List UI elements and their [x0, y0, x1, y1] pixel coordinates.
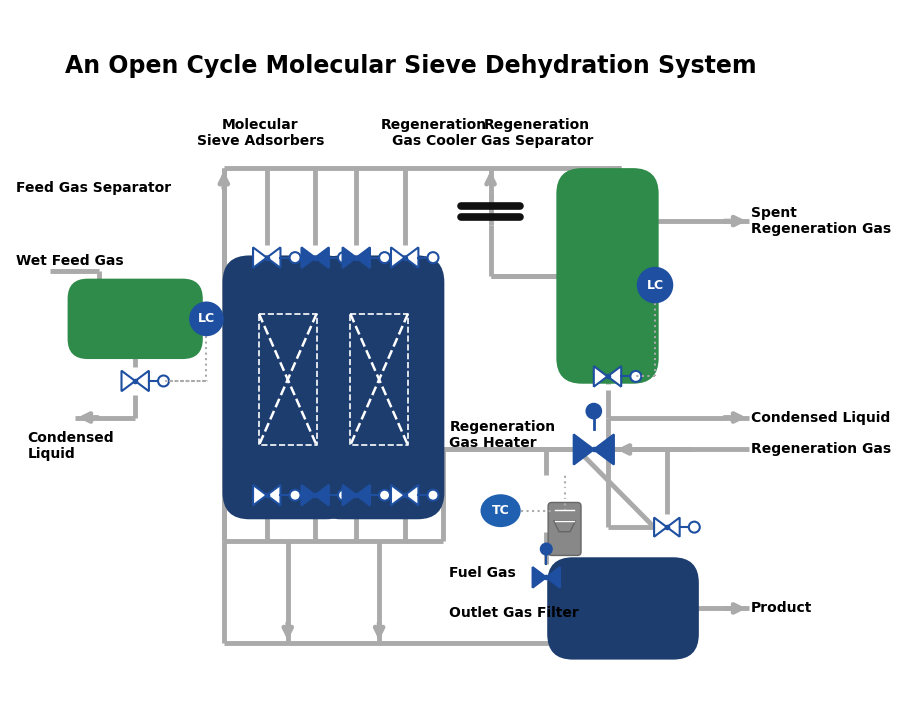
Polygon shape	[253, 485, 266, 505]
Text: Outlet Gas Filter: Outlet Gas Filter	[449, 606, 580, 620]
Circle shape	[290, 252, 301, 263]
Circle shape	[189, 301, 224, 336]
Polygon shape	[315, 247, 328, 268]
Polygon shape	[266, 247, 281, 268]
Text: Regeneration Gas: Regeneration Gas	[751, 442, 891, 457]
Polygon shape	[546, 567, 560, 587]
Circle shape	[158, 375, 169, 386]
Circle shape	[379, 490, 390, 500]
Ellipse shape	[481, 494, 521, 527]
Polygon shape	[667, 518, 680, 536]
Text: Regeneration
Gas Cooler: Regeneration Gas Cooler	[381, 119, 487, 149]
Text: Spent
Regeneration Gas: Spent Regeneration Gas	[751, 206, 891, 237]
Polygon shape	[302, 485, 315, 505]
Polygon shape	[533, 567, 546, 587]
Circle shape	[630, 371, 642, 382]
Polygon shape	[343, 247, 356, 268]
Polygon shape	[391, 247, 405, 268]
FancyBboxPatch shape	[548, 503, 581, 556]
Polygon shape	[356, 247, 370, 268]
Text: Condensed
Liquid: Condensed Liquid	[27, 431, 114, 462]
Text: Product: Product	[751, 601, 813, 615]
FancyBboxPatch shape	[68, 279, 203, 359]
Polygon shape	[573, 434, 594, 464]
Text: Wet Feed Gas: Wet Feed Gas	[16, 255, 124, 268]
Polygon shape	[253, 247, 266, 268]
Circle shape	[541, 544, 552, 554]
Text: LC: LC	[646, 278, 663, 291]
Circle shape	[428, 490, 438, 500]
Polygon shape	[594, 366, 608, 387]
Text: LC: LC	[198, 312, 215, 326]
Text: An Open Cycle Molecular Sieve Dehydration System: An Open Cycle Molecular Sieve Dehydratio…	[66, 54, 757, 78]
Polygon shape	[554, 521, 575, 532]
Circle shape	[428, 252, 438, 263]
FancyBboxPatch shape	[314, 255, 445, 519]
Circle shape	[338, 490, 349, 500]
Circle shape	[338, 252, 349, 263]
FancyBboxPatch shape	[222, 255, 353, 519]
Text: Feed Gas Separator: Feed Gas Separator	[16, 181, 172, 196]
Text: Molecular
Sieve Adsorbers: Molecular Sieve Adsorbers	[197, 119, 324, 149]
Text: Condensed Liquid: Condensed Liquid	[751, 411, 890, 424]
Polygon shape	[405, 247, 418, 268]
Text: Regeneration
Gas Heater: Regeneration Gas Heater	[449, 420, 555, 450]
Text: Fuel Gas: Fuel Gas	[449, 566, 517, 580]
Polygon shape	[391, 485, 405, 505]
Text: TC: TC	[491, 504, 509, 517]
Polygon shape	[315, 485, 328, 505]
Circle shape	[688, 522, 700, 533]
Polygon shape	[302, 247, 315, 268]
Circle shape	[636, 267, 673, 303]
Polygon shape	[135, 371, 148, 391]
Polygon shape	[405, 485, 418, 505]
Polygon shape	[266, 485, 281, 505]
FancyBboxPatch shape	[547, 557, 699, 659]
Polygon shape	[122, 371, 135, 391]
Polygon shape	[594, 434, 614, 464]
Text: Regeneration
Gas Separator: Regeneration Gas Separator	[481, 119, 593, 149]
Polygon shape	[608, 366, 621, 387]
Polygon shape	[654, 518, 667, 536]
FancyBboxPatch shape	[556, 168, 659, 384]
Circle shape	[587, 404, 601, 418]
Polygon shape	[356, 485, 370, 505]
Polygon shape	[343, 485, 356, 505]
Circle shape	[290, 490, 301, 500]
Circle shape	[379, 252, 390, 263]
